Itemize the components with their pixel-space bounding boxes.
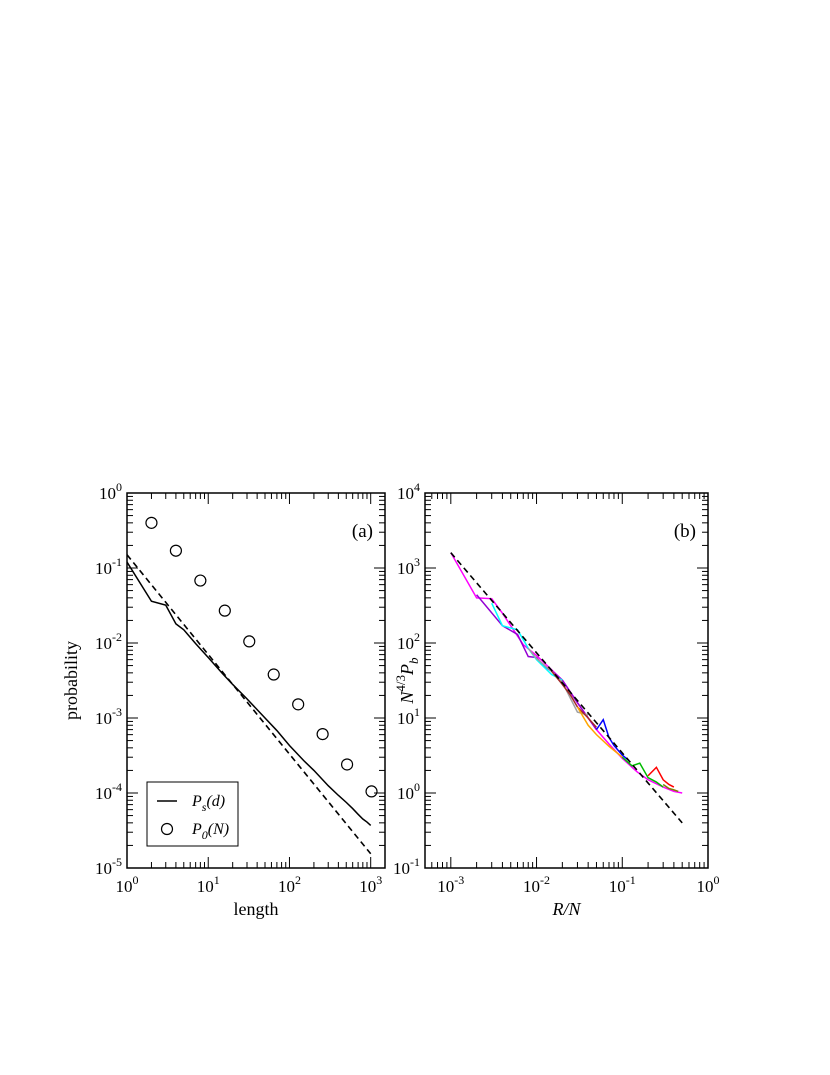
legend-circle-marker xyxy=(160,822,174,836)
series-line xyxy=(576,706,623,758)
plot-area xyxy=(450,552,683,824)
series-line xyxy=(595,717,630,762)
x-tick-label: 102 xyxy=(278,873,301,896)
panel-label: (a) xyxy=(352,521,373,542)
data-point xyxy=(243,635,256,648)
x-tick-label: 100 xyxy=(116,873,139,896)
data-point xyxy=(292,698,305,711)
legend-label: P0(N) xyxy=(191,821,229,842)
data-point xyxy=(340,758,354,771)
plot-frame xyxy=(424,492,709,869)
y-tick-label: 10-2 xyxy=(95,630,122,653)
y-tick-label: 10-4 xyxy=(95,780,122,803)
x-tick-label: 100 xyxy=(697,873,720,896)
fit-line xyxy=(127,554,372,855)
y-tick-label: 101 xyxy=(397,705,420,728)
series-line xyxy=(662,783,679,793)
fit-line xyxy=(450,552,683,824)
legend-label: Ps(d) xyxy=(191,793,225,814)
panel-a: 100 101 102 103 10-5 10-4 10-3 10-2 10-1 100 lengt… xyxy=(61,480,386,919)
panel-label: (b) xyxy=(674,521,696,542)
x-tick-label: 10-3 xyxy=(437,873,464,896)
y-axis-label: probability xyxy=(61,641,81,720)
y-tick-label: 100 xyxy=(99,480,122,503)
legend-box xyxy=(146,781,239,847)
plot-frame xyxy=(126,492,386,869)
data-point xyxy=(316,728,329,741)
data-point xyxy=(218,604,231,617)
data-point xyxy=(145,516,158,529)
y-tick-label: 104 xyxy=(397,480,420,503)
y-tick-label: 102 xyxy=(397,630,420,653)
plot-area xyxy=(127,516,378,855)
x-tick-label: 10-2 xyxy=(523,873,550,896)
y-tick-label: 10-1 xyxy=(393,855,420,878)
y-tick-label: 10-3 xyxy=(95,705,122,728)
series-line xyxy=(551,670,598,728)
x-axis-label: R/N xyxy=(551,899,581,919)
series-line xyxy=(491,602,563,681)
series-line xyxy=(127,561,372,826)
y-tick-label: 103 xyxy=(397,555,420,578)
panel-b: 10-3 10-2 10-1 100 10-1 100 101 102 103 104 R/N N4/… xyxy=(393,480,720,919)
x-tick-label: 101 xyxy=(197,873,220,896)
y-tick-label: 100 xyxy=(397,780,420,803)
data-point xyxy=(194,574,207,587)
data-point xyxy=(267,668,280,681)
data-point xyxy=(169,544,183,557)
y-tick-label: 10-5 xyxy=(95,855,122,878)
series-line xyxy=(621,756,664,788)
y-axis-label: N4/3Pb xyxy=(393,657,421,705)
series-line xyxy=(450,552,683,794)
x-tick-label: 103 xyxy=(359,873,382,896)
data-point xyxy=(365,785,378,798)
y-tick-label: 10-1 xyxy=(95,555,122,578)
series-line xyxy=(647,766,675,788)
x-tick-label: 10-1 xyxy=(609,873,636,896)
legend: Ps(d) P0(N) xyxy=(146,781,239,847)
x-axis-label: length xyxy=(234,899,279,919)
